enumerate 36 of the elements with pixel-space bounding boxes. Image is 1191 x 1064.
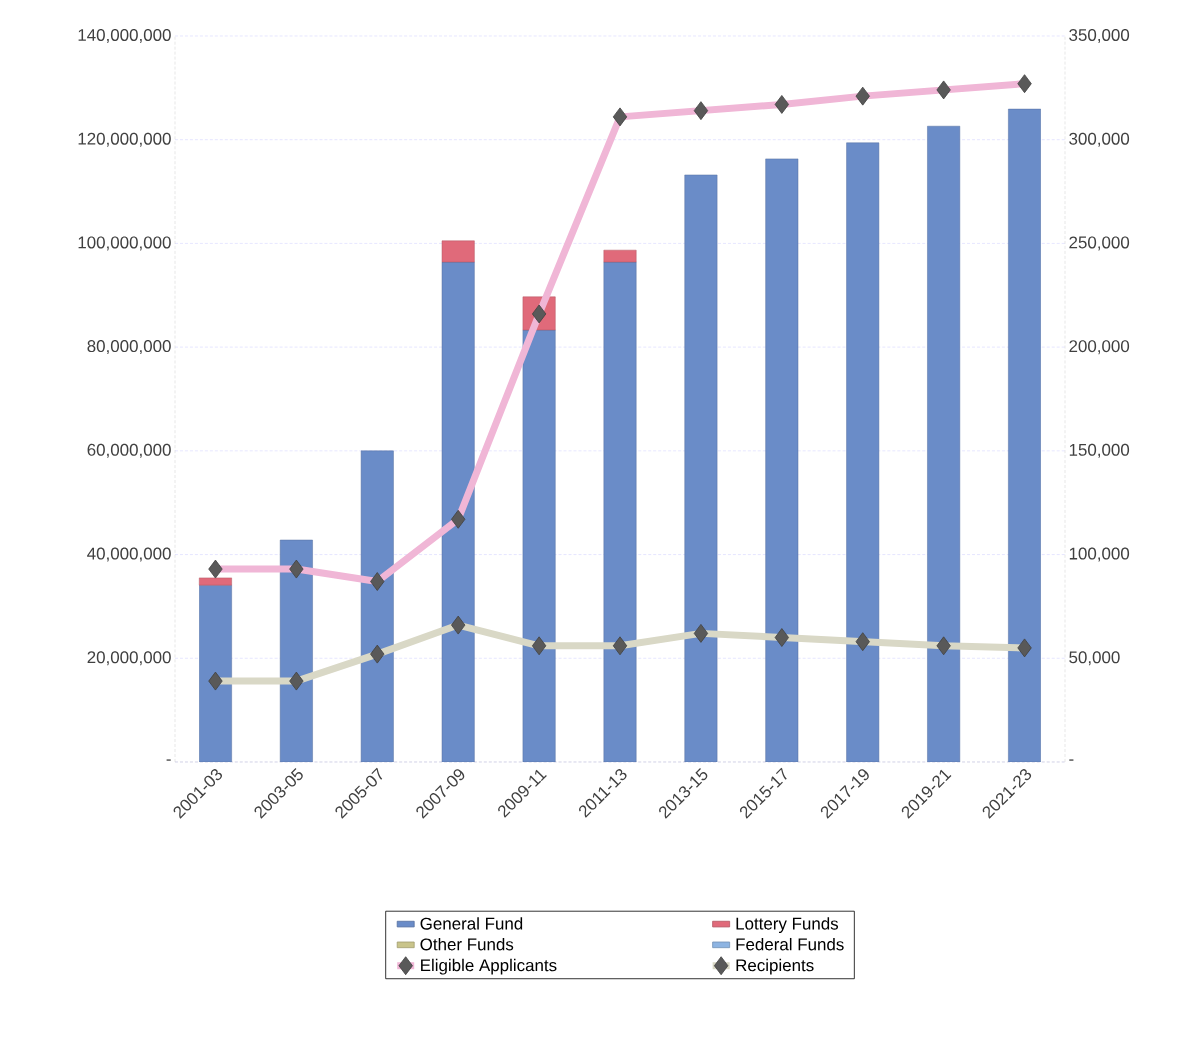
y2-tick-label: 100,000 xyxy=(1069,547,1130,562)
legend-label: Lottery Funds xyxy=(736,917,839,933)
y2-tick-label: 50,000 xyxy=(1069,651,1120,666)
bar xyxy=(199,577,232,586)
legend-label: Recipients xyxy=(736,958,814,975)
y2-tick-label: 350,000 xyxy=(1069,28,1130,43)
bar xyxy=(684,174,718,762)
bar xyxy=(927,125,961,762)
y-tick-label: 140,000,000 xyxy=(78,28,171,43)
bar xyxy=(522,329,556,762)
y-tick-label: 100,000,000 xyxy=(78,236,171,251)
bar xyxy=(360,450,394,762)
legend-label: Other Funds xyxy=(420,937,514,951)
y-tick-label: - xyxy=(166,759,171,761)
bar xyxy=(603,261,637,762)
bar xyxy=(1008,108,1041,762)
bar xyxy=(765,158,799,762)
y-tick-label: 40,000,000 xyxy=(87,547,171,562)
bar xyxy=(199,584,232,762)
y-tick-label: 80,000,000 xyxy=(87,340,171,355)
y2-tick-label: 200,000 xyxy=(1069,340,1130,355)
y-tick-label: 120,000,000 xyxy=(78,132,171,147)
bar xyxy=(441,240,475,263)
bar xyxy=(846,142,880,762)
y-tick-label: 60,000,000 xyxy=(87,443,171,458)
y2-tick-label: 150,000 xyxy=(1069,443,1130,458)
y-tick-label: 20,000,000 xyxy=(87,651,171,666)
legend-label: Federal Funds xyxy=(736,937,844,951)
legend-label: General Fund xyxy=(420,917,523,930)
bar xyxy=(603,249,637,263)
y2-tick-label: 250,000 xyxy=(1069,236,1130,251)
y2-tick-label: - xyxy=(1069,759,1074,761)
bar xyxy=(279,539,313,762)
legend-label: Eligible Applicants xyxy=(421,958,557,975)
bar xyxy=(441,261,475,762)
y2-tick-label: 300,000 xyxy=(1069,132,1130,147)
